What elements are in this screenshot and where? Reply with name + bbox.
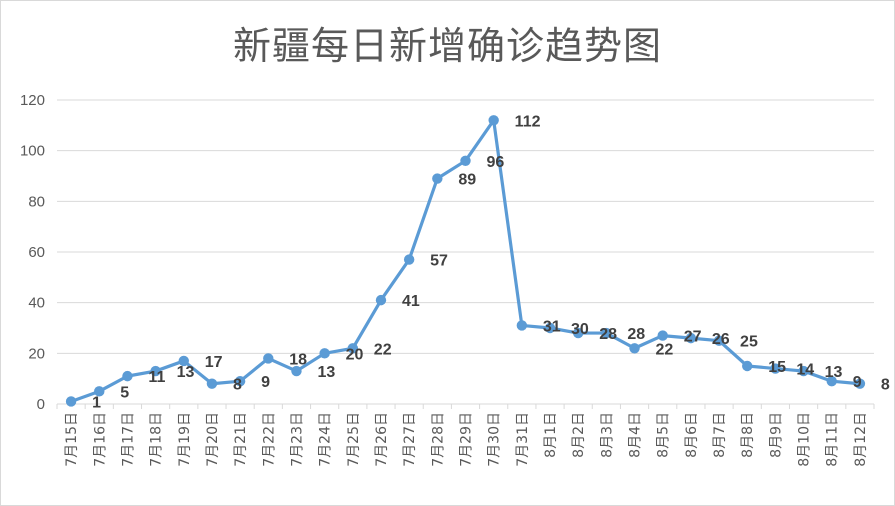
data-point — [375, 294, 387, 306]
data-point — [629, 343, 640, 354]
data-point — [65, 396, 77, 407]
data-point — [854, 378, 866, 389]
data-label: 28 — [599, 326, 617, 343]
data-point — [488, 115, 499, 126]
data-label: 31 — [543, 318, 561, 335]
x-tick-label: 7月15日 — [64, 412, 80, 467]
data-label: 22 — [374, 341, 392, 358]
data-label: 57 — [430, 253, 448, 270]
data-point — [347, 343, 359, 354]
data-label: 30 — [571, 321, 589, 338]
data-label: 28 — [627, 326, 645, 343]
x-tick-label: 8月1日 — [543, 412, 559, 458]
data-point — [178, 355, 189, 367]
data-point — [432, 173, 443, 184]
y-tick-label: 40 — [28, 295, 45, 312]
x-tick-label: 7月23日 — [289, 412, 305, 467]
data-label: 96 — [487, 154, 505, 171]
data-label: 13 — [317, 364, 335, 381]
y-tick-label: 80 — [28, 193, 45, 210]
data-point — [94, 386, 105, 397]
x-tick-label: 7月16日 — [92, 412, 108, 467]
data-label: 9 — [261, 374, 270, 391]
x-tick-label: 7月27日 — [402, 412, 418, 467]
x-tick-label: 7月25日 — [346, 412, 362, 467]
x-tick-label: 7月31日 — [515, 412, 531, 467]
data-point — [826, 376, 837, 387]
data-label: 17 — [205, 354, 223, 371]
x-tick-label: 8月8日 — [740, 412, 756, 458]
x-tick-label: 8月6日 — [684, 412, 700, 458]
data-point — [122, 370, 133, 382]
x-tick-label: 7月26日 — [374, 412, 390, 467]
x-tick-label: 7月19日 — [177, 412, 193, 467]
data-point — [234, 376, 246, 387]
x-tick-label: 8月4日 — [628, 412, 644, 458]
data-label: 20 — [346, 346, 364, 363]
data-point — [263, 353, 274, 364]
data-point — [713, 335, 725, 346]
x-tick-label: 7月20日 — [205, 412, 221, 467]
y-tick-label: 120 — [20, 92, 45, 109]
x-tick-label: 8月9日 — [768, 412, 784, 458]
data-label: 8 — [881, 377, 890, 394]
chart-title: 新疆每日新增确诊趋势图 — [232, 24, 662, 68]
x-tick-label: 7月29日 — [459, 412, 475, 467]
data-point — [403, 254, 415, 265]
data-label: 22 — [656, 341, 674, 358]
data-point — [291, 365, 302, 377]
data-label: 13 — [177, 364, 195, 381]
x-tick-label: 7月17日 — [120, 412, 136, 467]
data-point — [601, 327, 612, 339]
x-tick-label: 8月10日 — [797, 412, 813, 467]
y-tick-label: 60 — [28, 244, 45, 261]
data-label: 11 — [148, 369, 165, 386]
data-label: 41 — [402, 293, 420, 310]
data-point — [572, 327, 584, 339]
x-tick-label: 8月12日 — [853, 412, 869, 467]
x-tick-label: 8月11日 — [825, 412, 841, 467]
x-tick-label: 8月3日 — [599, 412, 615, 458]
x-tick-label: 7月21日 — [233, 412, 249, 467]
data-point — [150, 365, 161, 377]
data-point — [319, 348, 330, 359]
x-tick-label: 8月5日 — [656, 412, 672, 458]
data-point — [685, 332, 697, 344]
data-label: 9 — [853, 374, 862, 391]
data-point — [798, 365, 809, 377]
data-label: 14 — [796, 362, 814, 379]
x-tick-label: 8月2日 — [571, 412, 587, 458]
data-point — [770, 363, 781, 374]
y-tick-label: 0 — [37, 396, 45, 413]
data-point — [742, 360, 753, 372]
x-tick-label: 7月22日 — [261, 412, 277, 467]
data-point — [516, 320, 528, 331]
data-label: 112 — [515, 113, 541, 130]
data-label: 26 — [712, 331, 730, 348]
x-tick-label: 7月30日 — [487, 412, 503, 467]
x-tick-label: 7月24日 — [318, 412, 334, 467]
y-tick-label: 20 — [28, 345, 45, 362]
x-tick-label: 8月7日 — [712, 412, 728, 458]
data-label: 5 — [120, 384, 129, 401]
data-label: 13 — [825, 364, 843, 381]
data-label: 27 — [684, 329, 702, 346]
data-label: 1 — [92, 394, 101, 411]
data-label: 18 — [289, 351, 307, 368]
data-label: 25 — [740, 334, 758, 351]
data-point — [460, 155, 471, 166]
data-point — [544, 322, 556, 334]
x-tick-label: 7月28日 — [430, 412, 446, 467]
data-label: 15 — [768, 359, 786, 376]
data-point — [657, 330, 668, 341]
data-label: 8 — [233, 377, 242, 394]
x-tick-label: 7月18日 — [149, 412, 165, 467]
y-tick-label: 100 — [20, 143, 45, 160]
data-label: 89 — [458, 172, 476, 189]
data-point — [206, 378, 218, 389]
